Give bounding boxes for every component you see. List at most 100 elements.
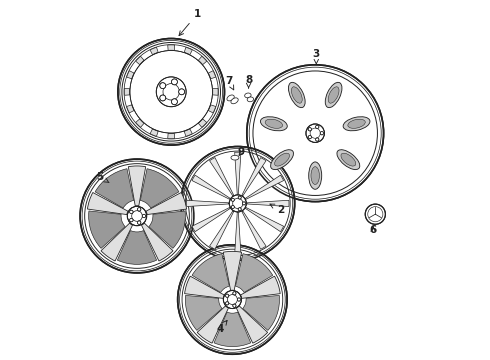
Ellipse shape [337,150,360,170]
Wedge shape [235,152,241,194]
Ellipse shape [231,156,239,160]
Wedge shape [150,129,158,136]
Wedge shape [214,312,251,347]
Wedge shape [168,133,174,139]
Text: 4: 4 [216,320,227,334]
Wedge shape [197,306,228,343]
Circle shape [237,298,241,301]
Wedge shape [185,296,222,330]
Circle shape [225,302,229,305]
Ellipse shape [311,167,319,185]
Wedge shape [198,119,207,127]
Circle shape [320,131,323,135]
Text: 1: 1 [179,9,201,36]
Circle shape [179,89,185,95]
Ellipse shape [289,82,305,108]
Text: 6: 6 [369,225,377,235]
Ellipse shape [292,87,302,103]
Circle shape [247,65,384,202]
Wedge shape [198,56,207,65]
Wedge shape [192,254,229,292]
Circle shape [172,79,177,85]
Wedge shape [140,169,179,208]
Circle shape [130,210,133,213]
Ellipse shape [341,153,356,166]
Ellipse shape [274,153,290,166]
Wedge shape [247,200,289,207]
Ellipse shape [270,150,294,170]
Wedge shape [101,223,132,261]
Circle shape [316,138,319,141]
Circle shape [130,50,213,133]
Circle shape [306,124,324,143]
Wedge shape [242,211,266,249]
Circle shape [160,95,166,101]
Text: 2: 2 [270,204,284,215]
Wedge shape [95,169,134,208]
Wedge shape [127,105,134,113]
Wedge shape [184,129,192,136]
Ellipse shape [328,87,339,103]
Circle shape [365,204,386,224]
Wedge shape [149,211,185,248]
Text: 3: 3 [313,49,320,64]
Circle shape [233,292,236,295]
Wedge shape [245,175,284,199]
Wedge shape [192,175,230,199]
Wedge shape [236,306,268,343]
Circle shape [130,219,133,222]
Wedge shape [187,200,229,207]
Wedge shape [208,71,216,79]
Circle shape [137,208,141,211]
Wedge shape [213,88,218,95]
Ellipse shape [309,162,322,189]
Wedge shape [128,166,146,206]
Circle shape [243,202,245,205]
Circle shape [160,83,166,89]
Wedge shape [241,276,280,298]
Circle shape [308,135,312,139]
Circle shape [156,77,186,107]
Wedge shape [136,56,144,65]
Wedge shape [210,158,234,196]
Circle shape [308,128,312,131]
Wedge shape [150,47,158,55]
Circle shape [238,196,241,199]
Circle shape [223,291,242,309]
Circle shape [127,206,147,226]
Wedge shape [89,211,125,248]
Circle shape [181,147,294,260]
Wedge shape [235,212,241,255]
Wedge shape [236,254,273,292]
Circle shape [118,39,224,145]
Wedge shape [243,296,279,330]
Wedge shape [208,105,216,113]
Wedge shape [124,88,130,95]
Circle shape [231,198,234,201]
Wedge shape [210,211,234,249]
Wedge shape [245,207,284,231]
Text: 7: 7 [225,76,234,90]
Wedge shape [192,207,230,231]
Wedge shape [184,47,192,55]
Circle shape [225,294,229,297]
Ellipse shape [245,93,251,98]
Ellipse shape [231,98,238,104]
Ellipse shape [265,119,283,128]
Wedge shape [185,276,224,298]
Wedge shape [117,230,157,264]
Circle shape [231,206,234,208]
Text: 8: 8 [245,75,252,88]
Circle shape [316,125,319,129]
Ellipse shape [348,119,365,128]
Text: 5: 5 [97,172,109,183]
Circle shape [80,159,194,273]
Circle shape [142,214,146,218]
Ellipse shape [325,82,342,108]
Ellipse shape [261,117,287,131]
Wedge shape [136,119,144,127]
Wedge shape [223,251,242,291]
Circle shape [233,304,236,307]
Circle shape [178,245,287,354]
Wedge shape [146,193,187,215]
